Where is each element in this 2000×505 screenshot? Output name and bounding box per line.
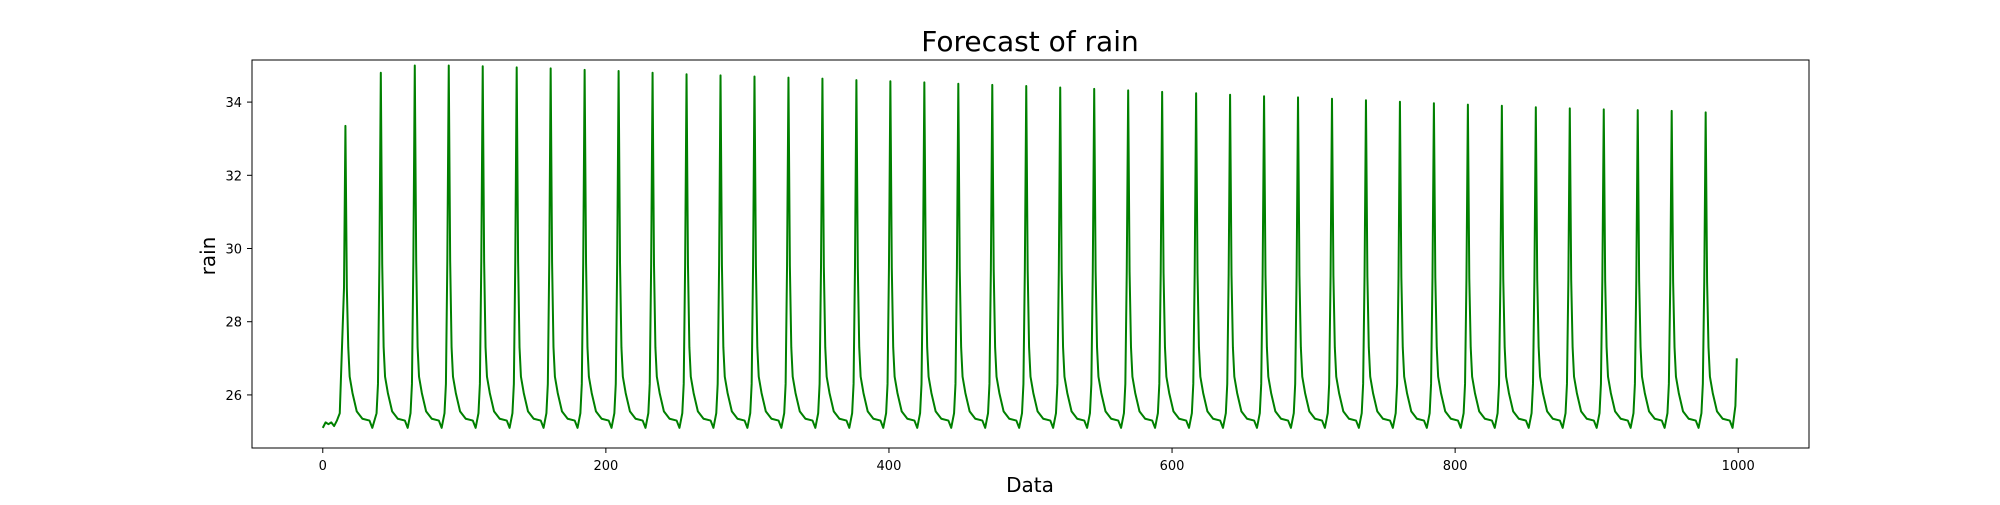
y-axis-ticks: 26 28 30 32 34 (225, 96, 252, 404)
series-layer (321, 64, 1738, 429)
x-tick-label: 0 (319, 459, 327, 474)
x-tick-label: 600 (1160, 459, 1185, 474)
plot-frame (251, 59, 1810, 449)
x-tick-label: 800 (1443, 459, 1468, 474)
x-tick-label: 200 (593, 459, 618, 474)
y-tick-label: 32 (225, 169, 242, 184)
y-tick-label: 26 (225, 389, 242, 404)
chart-title: Forecast of rain (921, 25, 1138, 58)
x-axis-ticks: 0 200 400 600 800 1000 (319, 448, 1755, 474)
y-tick-label: 30 (225, 243, 242, 258)
y-tick-label: 34 (225, 96, 242, 111)
series-line (321, 64, 1738, 429)
y-axis-label: rain (196, 237, 220, 276)
x-tick-label: 1000 (1722, 459, 1755, 474)
x-axis-label: Data (1006, 473, 1054, 497)
x-tick-label: 400 (877, 459, 902, 474)
y-tick-label: 28 (225, 316, 242, 331)
